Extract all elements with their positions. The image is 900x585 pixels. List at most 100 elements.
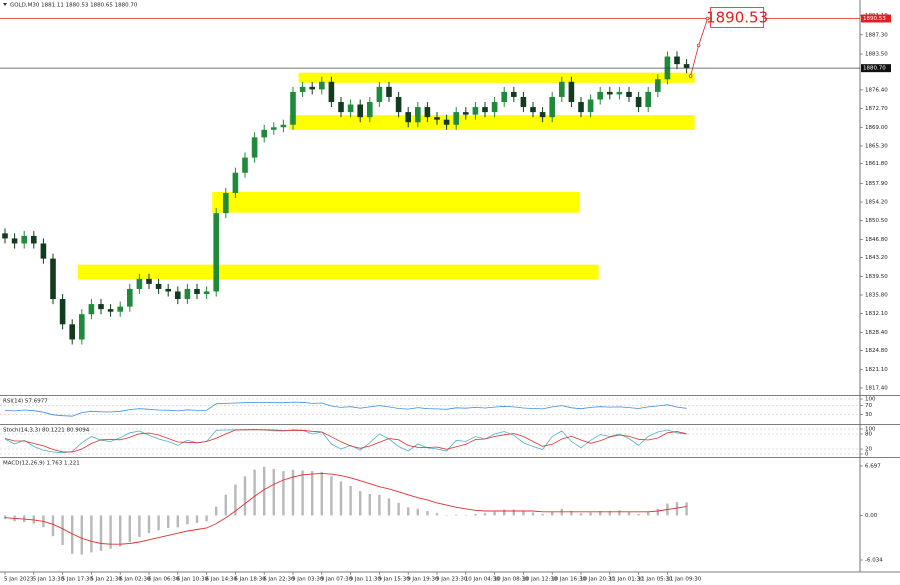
signal-line xyxy=(4,472,687,545)
zone xyxy=(212,191,580,213)
histogram-bar xyxy=(531,512,535,516)
target-point xyxy=(705,16,710,21)
y-tick-label: 1857.90 xyxy=(865,181,888,187)
candle-body xyxy=(165,288,171,292)
histogram-bar xyxy=(416,508,419,516)
histogram-bar xyxy=(407,507,410,516)
y-tick-label: 1883.50 xyxy=(865,52,888,58)
y-tick-label: 1828.40 xyxy=(865,330,888,336)
histogram-bar xyxy=(608,511,611,516)
candle-body xyxy=(328,81,335,103)
candle-body xyxy=(309,86,315,90)
candle-body xyxy=(11,238,18,244)
target-annotation-box xyxy=(710,7,764,28)
candle-body xyxy=(232,172,239,193)
candle-body xyxy=(88,304,95,315)
candle-body xyxy=(271,127,277,130)
candle-body xyxy=(59,299,66,325)
x-tick-label: 10 Jan 16:30 xyxy=(551,577,586,583)
y-tick-label: 1854.20 xyxy=(865,200,888,206)
y-tick-label: 1846.80 xyxy=(865,237,888,243)
histogram-bar xyxy=(647,511,650,516)
indicator-title: RSI(14) 57.6977 xyxy=(3,399,48,405)
x-tick-label: 6 Jan 10:30 xyxy=(177,577,209,583)
x-tick-label: 5 Jan 13:30 xyxy=(33,577,65,583)
candle-body xyxy=(2,233,8,239)
histogram-bar xyxy=(387,498,391,516)
histogram-bar xyxy=(243,476,247,516)
y-tick-label: 1887.30 xyxy=(865,32,888,38)
candle-body xyxy=(683,64,690,69)
histogram-bar xyxy=(224,494,227,516)
histogram-bar xyxy=(368,494,371,516)
y-tick-label: 100 xyxy=(865,397,876,403)
x-tick-label: 10 Jan 08:30 xyxy=(494,577,529,583)
y-tick-label: 100 xyxy=(865,427,876,433)
x-tick-label: 9 Jan 11:30 xyxy=(350,577,382,583)
histogram-bar xyxy=(147,515,151,534)
x-tick-label: 9 Jan 19:30 xyxy=(407,577,439,583)
zone xyxy=(289,115,695,130)
x-tick-label: 9 Jan 07:30 xyxy=(321,577,353,583)
candle-body xyxy=(645,91,651,108)
candle-body xyxy=(491,102,498,113)
candle-body xyxy=(434,117,440,120)
y-tick-label: 1821.10 xyxy=(865,367,888,373)
x-tick-label: 5 Jan 21:30 xyxy=(90,577,122,583)
candle-body xyxy=(472,107,479,115)
candle-body xyxy=(626,91,632,97)
histogram-bar xyxy=(90,515,93,553)
zone xyxy=(77,264,599,280)
indicator-line xyxy=(4,401,687,417)
histogram-bar xyxy=(637,513,640,516)
histogram-bar xyxy=(397,502,400,516)
histogram-bar xyxy=(109,515,112,549)
histogram-bar xyxy=(51,515,55,537)
y-tick-label: 1869.00 xyxy=(865,125,888,131)
candle-body xyxy=(395,96,402,113)
candle-body xyxy=(607,91,613,95)
histogram-bar xyxy=(3,515,7,520)
histogram-bar xyxy=(589,512,592,516)
x-tick-label: 6 Jan 14:30 xyxy=(206,577,238,583)
histogram-bar xyxy=(426,511,429,516)
candle-body xyxy=(213,213,219,292)
y-tick-label: 1850.50 xyxy=(865,218,888,224)
y-tick-label: 1843.20 xyxy=(865,255,888,261)
candle-body xyxy=(549,96,555,118)
x-tick-label: 10 Jan 20:30 xyxy=(580,577,615,583)
candle-body xyxy=(107,309,114,312)
indicator-title: Stoch(14,3,3) 80.1221 80.9094 xyxy=(3,428,90,434)
x-tick-label: 6 Jan 02:30 xyxy=(119,577,151,583)
candle-body xyxy=(357,104,363,118)
candle-body xyxy=(69,324,75,340)
histogram-bar xyxy=(570,511,573,516)
y-tick-label: 20 xyxy=(865,447,872,453)
candle-body xyxy=(559,81,565,97)
histogram-bar xyxy=(263,466,266,516)
candle-body xyxy=(338,102,344,113)
candle-body xyxy=(482,107,488,113)
candle-body xyxy=(280,124,287,128)
histogram-bar xyxy=(618,510,621,516)
x-tick-label: 11 Jan 01:30 xyxy=(609,577,644,583)
x-tick-label: 9 Jan 03:30 xyxy=(292,577,324,583)
y-tick-label: 1839.50 xyxy=(865,274,888,280)
histogram-bar xyxy=(234,484,237,516)
last-price-box xyxy=(861,64,891,73)
histogram-bar xyxy=(330,476,333,516)
histogram-bar xyxy=(138,515,141,537)
candle-body xyxy=(597,91,603,100)
zone xyxy=(298,72,695,83)
histogram-bar xyxy=(455,514,458,516)
histogram-bar xyxy=(512,509,515,516)
histogram-bar xyxy=(493,511,496,516)
candle-body xyxy=(587,99,594,113)
histogram-bar xyxy=(167,515,170,528)
candle-body xyxy=(117,306,123,312)
candle-body xyxy=(79,314,85,340)
y-tick-label: 1876.40 xyxy=(865,87,888,93)
y-tick-label: 30 xyxy=(865,412,872,418)
